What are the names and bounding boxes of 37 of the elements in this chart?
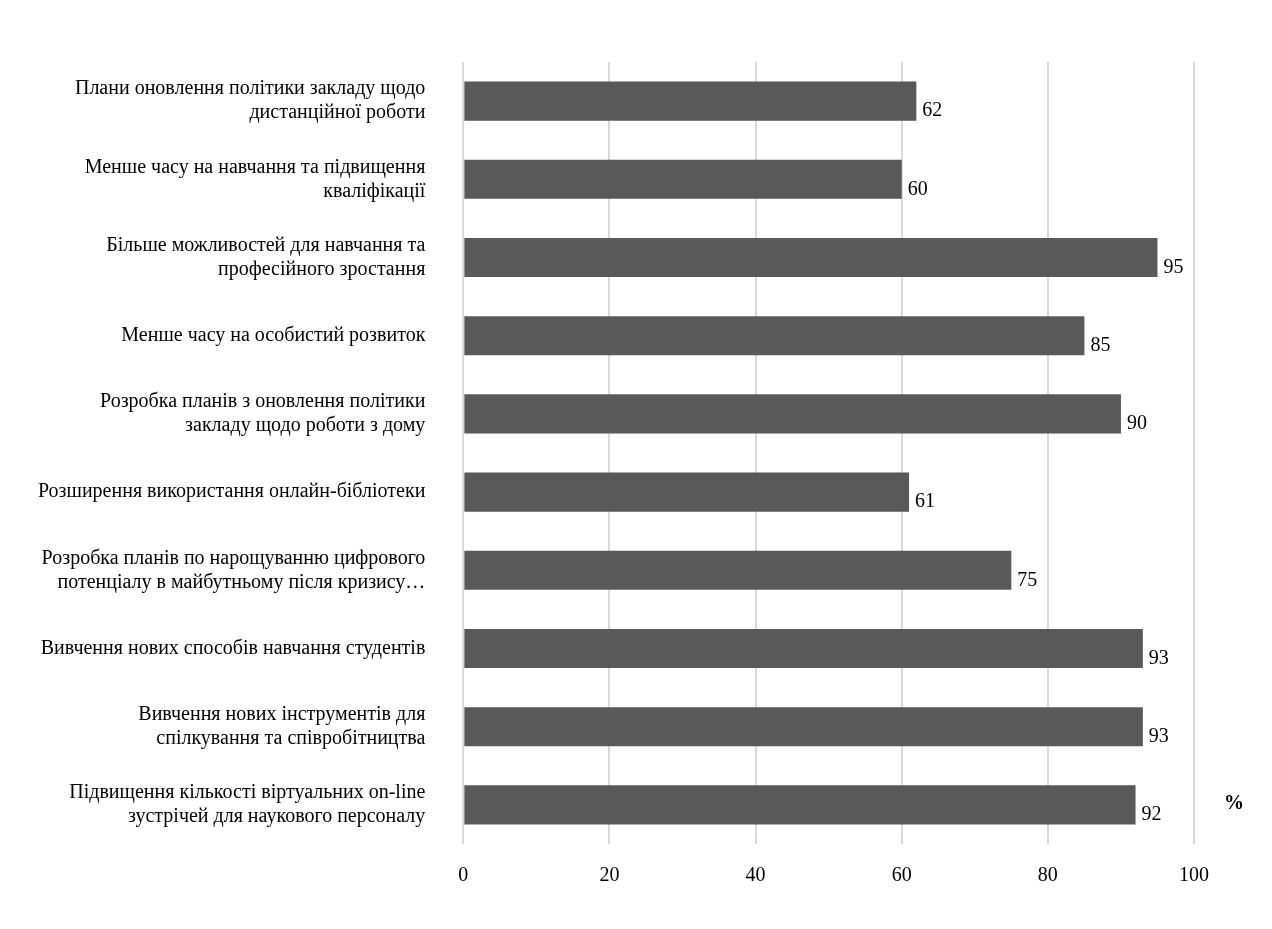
bar xyxy=(464,785,1136,825)
y-tick-label: Вивчення нових інструментів для спілкування та співробітництва xyxy=(138,701,426,749)
y-tick-label: Розширення використання онлайн-бібліотеки xyxy=(37,479,426,503)
data-label: 61 xyxy=(915,489,936,512)
data-label: 62 xyxy=(922,98,943,121)
y-tick-label: Менше часу на особистий розвиток xyxy=(121,322,426,346)
x-tick-label: 100 xyxy=(1179,863,1209,886)
x-tick-label: 80 xyxy=(1037,863,1058,886)
bar xyxy=(464,394,1121,434)
data-label: 75 xyxy=(1017,567,1038,590)
data-label: 85 xyxy=(1090,332,1111,355)
x-axis-title: % xyxy=(1224,791,1244,814)
y-tick-label: Вивчення нових способів навчання студентів xyxy=(40,635,426,659)
bar xyxy=(464,707,1143,747)
data-label: 93 xyxy=(1148,645,1169,668)
bar xyxy=(464,550,1012,590)
x-tick-label: 0 xyxy=(458,863,469,886)
bar xyxy=(464,81,917,121)
y-tick-label: Розробка планів з оновлення політики закладу щодо роботи з дому xyxy=(100,389,426,437)
y-tick-label: Підвищення кількості віртуальних on-line зустрічей для наукового персоналу xyxy=(69,780,426,828)
x-tick-label: 20 xyxy=(599,863,620,886)
y-tick-label: Менше часу на навчання та підвищення кваліфікації xyxy=(84,154,426,202)
bar xyxy=(464,159,902,199)
y-tick-label: Більше можливостей для навчання та професійного зростання xyxy=(106,232,426,280)
data-label: 95 xyxy=(1163,254,1184,277)
bar xyxy=(464,237,1158,278)
data-label: 90 xyxy=(1126,411,1147,434)
x-tick-label: 60 xyxy=(891,863,912,886)
data-label: 93 xyxy=(1148,723,1169,746)
x-tick-label: 40 xyxy=(745,863,766,886)
y-tick-label: Розробка планів по нарощуванню цифрового потенціалу в майбутньому після кризису… xyxy=(41,545,426,593)
bar xyxy=(464,472,910,512)
bar xyxy=(464,628,1143,669)
data-label: 92 xyxy=(1141,802,1162,825)
bar xyxy=(464,316,1085,356)
data-label: 60 xyxy=(907,176,928,199)
y-tick-label: Плани оновлення політики закладу щодо дистанційної роботи xyxy=(74,76,426,124)
